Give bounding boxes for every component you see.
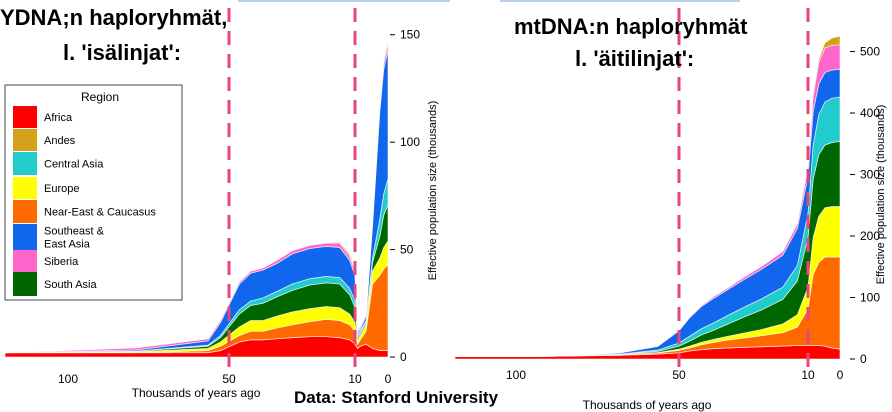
ydna-area-andes xyxy=(4,41,389,354)
ydna-xtick-label-10: 10 xyxy=(348,372,362,386)
ydna-header-line2: l. 'isälinjat': xyxy=(63,40,182,65)
legend-swatch-europe xyxy=(13,177,37,199)
ydna-x-axis-label: Thousands of years ago xyxy=(132,386,261,400)
ydna-xtick-label-100: 100 xyxy=(58,372,78,386)
mtdna-header-line1: mtDNA:n haploryhmät xyxy=(514,14,748,39)
legend-swatch-south-asia xyxy=(13,272,37,296)
legend-swatch-near-east-caucasus xyxy=(13,200,37,223)
legend-swatch-central-asia xyxy=(13,152,37,175)
top-rule-right xyxy=(500,0,740,2)
ydna-xtick-label-0: 0 xyxy=(385,372,392,386)
legend-label-siberia: Siberia xyxy=(44,256,79,268)
legend-swatch-southeast-east-asia xyxy=(13,224,37,250)
mtdna-ytick-label-100: 100 xyxy=(860,291,880,305)
legend-swatch-andes xyxy=(13,129,37,151)
legend-label-near-east-caucasus: Near-East & Caucasus xyxy=(44,207,156,219)
ydna-header-line1: YDNA;n haploryhmät, xyxy=(0,5,228,30)
legend-swatch-siberia xyxy=(13,250,37,272)
mtdna-x-axis-label: Thousands of years ago xyxy=(583,398,712,412)
mtdna-ytick-label-200: 200 xyxy=(860,229,880,243)
mtdna-y-axis-label: Effective population size (thousands) xyxy=(875,105,887,285)
legend-label-andes: Andes xyxy=(44,135,76,147)
mtdna-ytick-label-300: 300 xyxy=(860,168,880,182)
mtdna-xtick-label-100: 100 xyxy=(506,368,526,382)
mtdna-xtick-label-50: 50 xyxy=(672,368,686,382)
top-rule-left xyxy=(238,0,450,2)
legend-label-europe: Europe xyxy=(44,183,79,195)
region-legend: Region Africa Andes Central Asia Europe Near-… xyxy=(4,84,183,301)
ydna-xtick-label-50: 50 xyxy=(222,372,236,386)
mtdna-xtick-label-0: 0 xyxy=(837,368,844,382)
ydna-ytick-label-50: 50 xyxy=(400,243,414,257)
mtdna-ytick-label-0: 0 xyxy=(860,352,867,366)
mtdna-area-andes xyxy=(455,35,841,357)
ydna-ytick-label-150: 150 xyxy=(400,28,420,42)
mtdna-area-south-asia xyxy=(455,140,841,357)
mtdna-xtick-label-10: 10 xyxy=(801,368,815,382)
mtdna-ytick-label-400: 400 xyxy=(860,106,880,120)
ydna-ytick-label-100: 100 xyxy=(400,135,420,149)
legend-title: Region xyxy=(81,90,119,104)
ydna-ytick-label-0: 0 xyxy=(400,350,407,364)
legend-label-central-asia: Central Asia xyxy=(44,159,104,171)
legend-swatch-africa xyxy=(13,106,37,128)
mtdna-header-line2: l. 'äitilinjat': xyxy=(575,46,695,71)
mtdna-ytick-label-500: 500 xyxy=(860,45,880,59)
legend-label-africa: Africa xyxy=(44,112,73,124)
legend-label-south-asia: South Asia xyxy=(44,279,97,291)
legend-label-southeast-east-asia: Southeast & East Asia xyxy=(44,226,105,251)
ydna-y-axis-label: Effective population size (thousands) xyxy=(427,101,439,281)
data-credit: Data: Stanford University xyxy=(294,388,499,407)
